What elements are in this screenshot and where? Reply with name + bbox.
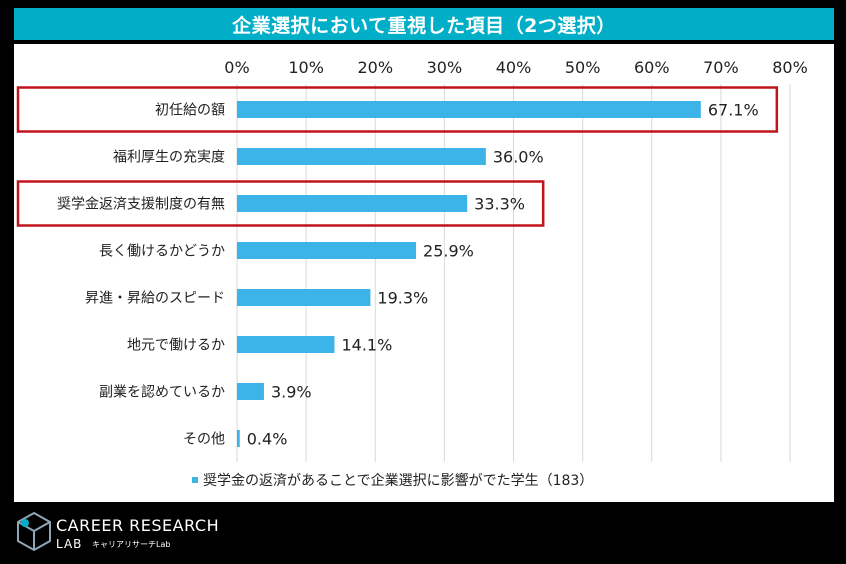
logo-sub-lab: LAB: [56, 537, 83, 551]
value-label: 14.1%: [341, 336, 392, 355]
bar: [237, 148, 486, 165]
value-label: 25.9%: [423, 242, 474, 261]
x-tick-label: 10%: [288, 58, 324, 77]
value-label: 19.3%: [377, 289, 428, 308]
legend-swatch: [192, 477, 198, 483]
value-label: 0.4%: [247, 430, 288, 449]
category-label: 地元で働けるか: [127, 338, 225, 354]
x-tick-label: 50%: [565, 58, 601, 77]
category-label: 初任給の額: [155, 102, 225, 119]
bar: [237, 336, 335, 353]
bar: [237, 101, 701, 118]
x-tick-label: 20%: [357, 58, 393, 77]
chart-panel: 0% 10% 20% 30% 40% 50% 60% 70% 80% 初任給の額 67.1% 福利厚生…: [14, 44, 834, 502]
bar-chart: 0% 10% 20% 30% 40% 50% 60% 70% 80% 初任給の額 67.1% 福利厚生…: [16, 58, 808, 489]
category-label: 昇進・昇給のスピード: [85, 291, 225, 307]
logo-title: CAREER RESEARCH: [56, 516, 220, 535]
value-label: 67.1%: [708, 101, 759, 120]
legend-label: 奨学金の返済があることで企業選択に影響がでた学生（183）: [203, 472, 593, 489]
x-tick-label: 0%: [224, 58, 249, 77]
x-tick-label: 60%: [634, 58, 670, 77]
value-label: 33.3%: [474, 195, 525, 214]
x-tick-label: 80%: [772, 58, 808, 77]
highlight-box: [16, 180, 545, 227]
x-tick-label: 40%: [496, 58, 532, 77]
highlight-box: [16, 86, 779, 133]
x-tick-label: 70%: [703, 58, 739, 77]
value-label: 36.0%: [493, 148, 544, 167]
logo-sub-jp: キャリアリサーチLab: [92, 540, 171, 549]
category-label: 長く働けるかどうか: [99, 244, 225, 260]
career-research-lab-logo: CAREER RESEARCH LAB キャリアリサーチLab: [14, 508, 264, 556]
category-label: 副業を認めているか: [99, 385, 225, 401]
category-label: 福利厚生の充実度: [113, 150, 225, 166]
chart-title: 企業選択において重視した項目（2つ選択）: [14, 8, 834, 40]
category-label: 奨学金返済支援制度の有無: [57, 197, 225, 213]
x-tick-label: 30%: [427, 58, 463, 77]
bar: [237, 242, 417, 259]
bar: [237, 383, 264, 400]
bar: [237, 289, 371, 306]
category-label: その他: [183, 432, 225, 448]
bar: [237, 195, 468, 212]
cube-logo-icon: [17, 511, 51, 552]
bar: [237, 430, 240, 447]
value-label: 3.9%: [271, 383, 312, 402]
